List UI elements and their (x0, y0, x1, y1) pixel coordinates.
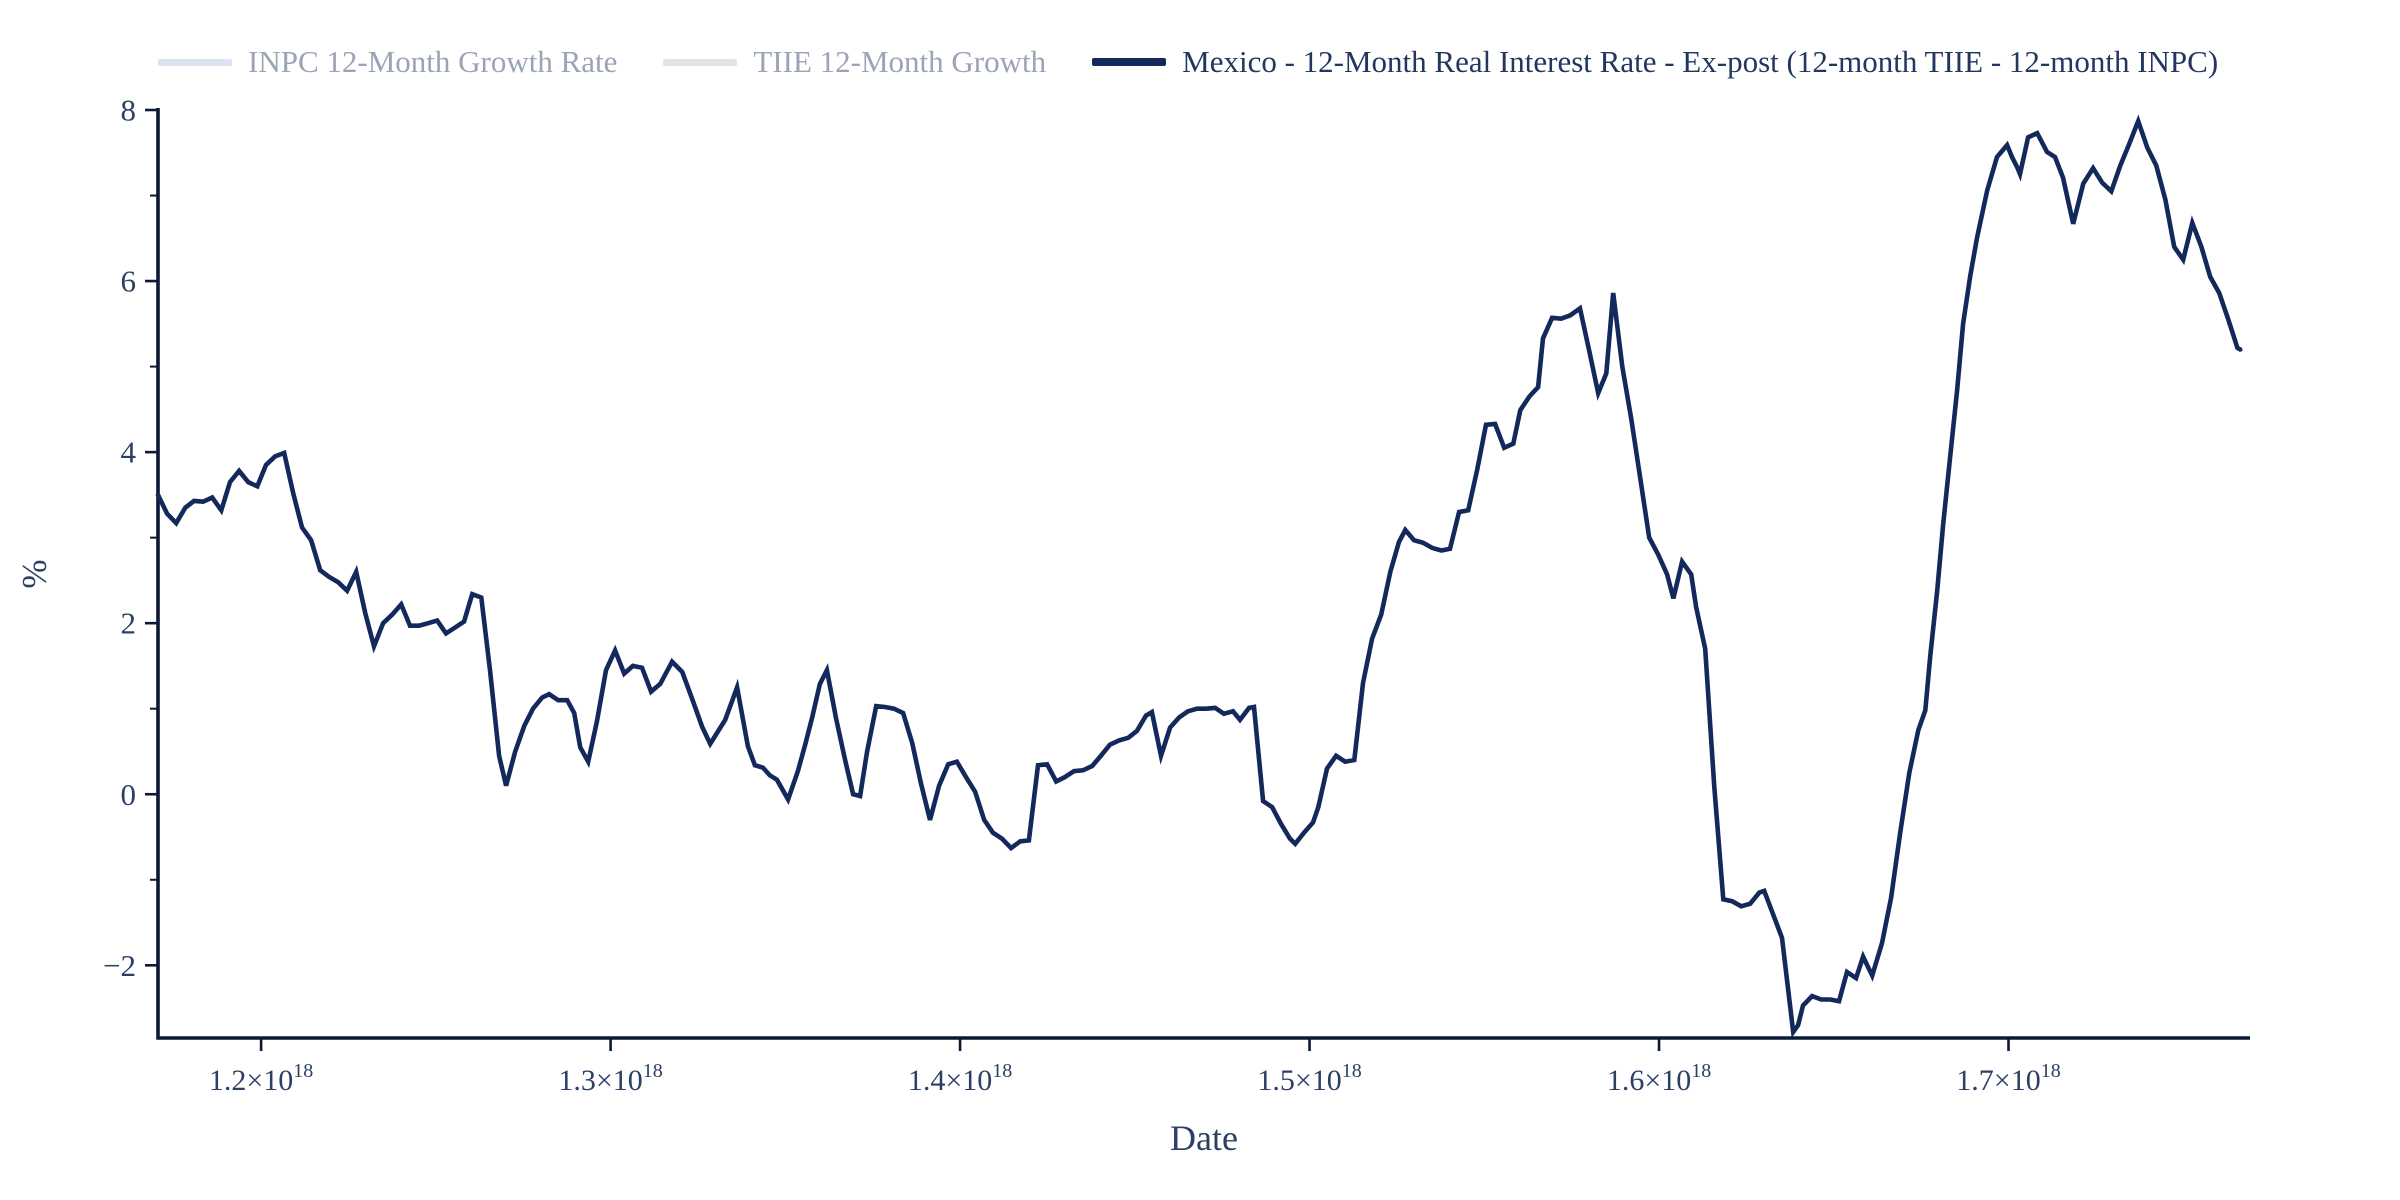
y-tick-label: −2 (103, 948, 136, 983)
y-tick-label: 0 (121, 777, 137, 812)
legend-item-mexico-real-rate[interactable]: Mexico - 12-Month Real Interest Rate - E… (1092, 44, 2218, 80)
y-axis-title: % (15, 559, 54, 588)
legend-label-mexico-real-rate: Mexico - 12-Month Real Interest Rate - E… (1182, 44, 2219, 79)
series-line-mexico-real-rate (155, 114, 2243, 1039)
x-axis-title: Date (1170, 1118, 1238, 1158)
legend-label-inpc: INPC 12-Month Growth Rate (248, 44, 618, 79)
legend: INPC 12-Month Growth Rate TIIE 12-Month … (158, 44, 2218, 80)
axis-lines (156, 108, 2250, 1040)
x-tick-label: 1.6×1018 (1607, 1060, 1711, 1097)
y-tick-label: 2 (121, 606, 137, 641)
legend-item-tiie[interactable]: TIIE 12-Month Growth (663, 44, 1046, 80)
legend-swatch-mexico-icon (1092, 58, 1167, 66)
y-tick-label: 8 (121, 93, 137, 128)
y-tick-label: 6 (121, 264, 137, 299)
x-tick-label: 1.3×1018 (558, 1060, 662, 1097)
x-tick-label: 1.5×1018 (1257, 1060, 1361, 1097)
x-tick-label: 1.2×1018 (209, 1060, 313, 1097)
y-tick-label: 4 (121, 435, 137, 470)
legend-item-inpc[interactable]: INPC 12-Month Growth Rate (158, 44, 617, 80)
x-tick-label: 1.7×1018 (1956, 1060, 2060, 1097)
legend-swatch-inpc-icon (158, 58, 232, 66)
legend-label-tiie: TIIE 12-Month Growth (753, 44, 1047, 79)
x-tick-label: 1.4×1018 (908, 1060, 1012, 1097)
legend-swatch-tiie-icon (663, 58, 738, 66)
